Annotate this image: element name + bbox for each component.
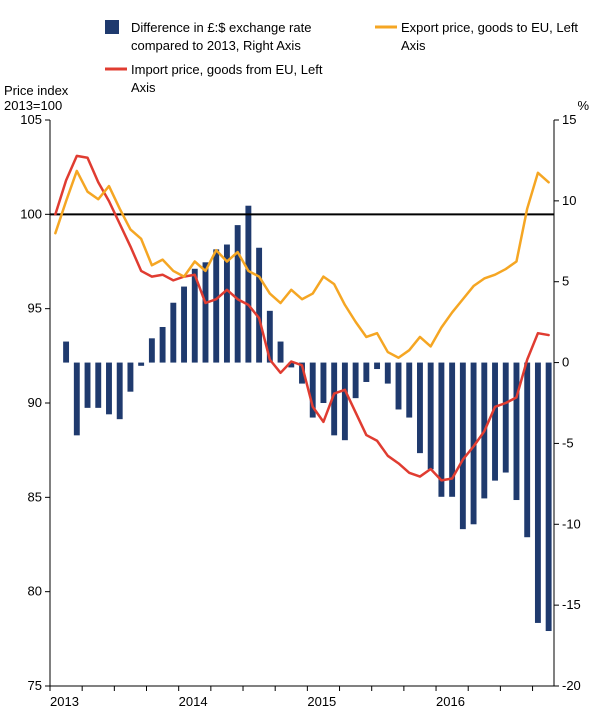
bar bbox=[95, 363, 101, 408]
legend-label: Import price, goods from EU, Left bbox=[131, 62, 323, 77]
right-tick-label: 10 bbox=[562, 193, 576, 208]
bar bbox=[374, 363, 380, 369]
bar bbox=[170, 303, 176, 363]
bar bbox=[278, 342, 284, 363]
legend-label: Axis bbox=[131, 80, 156, 95]
legend-label: compared to 2013, Right Axis bbox=[131, 38, 301, 53]
bar bbox=[106, 363, 112, 415]
bar bbox=[235, 225, 241, 362]
left-tick-label: 85 bbox=[28, 489, 42, 504]
right-tick-label: 0 bbox=[562, 355, 569, 370]
right-axis-title: % bbox=[577, 98, 589, 113]
legend-swatch bbox=[105, 20, 119, 34]
legend-label: Axis bbox=[401, 38, 426, 53]
bar bbox=[160, 327, 166, 363]
left-axis-title: Price index bbox=[4, 83, 69, 98]
bar bbox=[503, 363, 509, 473]
right-tick-label: 15 bbox=[562, 112, 576, 127]
bar bbox=[342, 363, 348, 441]
bar bbox=[320, 363, 326, 403]
bar bbox=[353, 363, 359, 399]
bar bbox=[138, 363, 144, 366]
x-tick-label: 2015 bbox=[307, 694, 336, 709]
bar bbox=[385, 363, 391, 384]
price-index-chart: 7580859095100105Price index2013=100-20-1… bbox=[0, 0, 603, 719]
bar bbox=[245, 206, 251, 363]
bar bbox=[127, 363, 133, 392]
bar bbox=[514, 363, 520, 500]
bar bbox=[460, 363, 466, 530]
bar bbox=[203, 262, 209, 362]
legend-label: Difference in £:$ exchange rate bbox=[131, 20, 311, 35]
bar bbox=[117, 363, 123, 420]
bar bbox=[524, 363, 530, 538]
bar bbox=[546, 363, 552, 631]
bar bbox=[363, 363, 369, 382]
bar bbox=[406, 363, 412, 418]
left-tick-label: 105 bbox=[20, 112, 42, 127]
left-tick-label: 100 bbox=[20, 206, 42, 221]
bar bbox=[85, 363, 91, 408]
right-tick-label: -15 bbox=[562, 597, 581, 612]
bar bbox=[74, 363, 80, 436]
bar bbox=[213, 249, 219, 362]
x-tick-label: 2016 bbox=[436, 694, 465, 709]
left-tick-label: 95 bbox=[28, 301, 42, 316]
bar bbox=[417, 363, 423, 454]
bar bbox=[396, 363, 402, 410]
bar bbox=[181, 287, 187, 363]
bar bbox=[535, 363, 541, 623]
right-tick-label: 5 bbox=[562, 274, 569, 289]
bar bbox=[428, 363, 434, 470]
x-tick-label: 2013 bbox=[50, 694, 79, 709]
right-tick-label: -5 bbox=[562, 435, 574, 450]
left-tick-label: 90 bbox=[28, 395, 42, 410]
left-tick-label: 80 bbox=[28, 584, 42, 599]
bar bbox=[149, 338, 155, 362]
right-tick-label: -10 bbox=[562, 516, 581, 531]
left-tick-label: 75 bbox=[28, 678, 42, 693]
left-axis-title: 2013=100 bbox=[4, 98, 62, 113]
bar bbox=[256, 248, 262, 363]
bar bbox=[492, 363, 498, 481]
x-tick-label: 2014 bbox=[179, 694, 208, 709]
legend-label: Export price, goods to EU, Left bbox=[401, 20, 578, 35]
right-tick-label: -20 bbox=[562, 678, 581, 693]
bar bbox=[63, 342, 69, 363]
